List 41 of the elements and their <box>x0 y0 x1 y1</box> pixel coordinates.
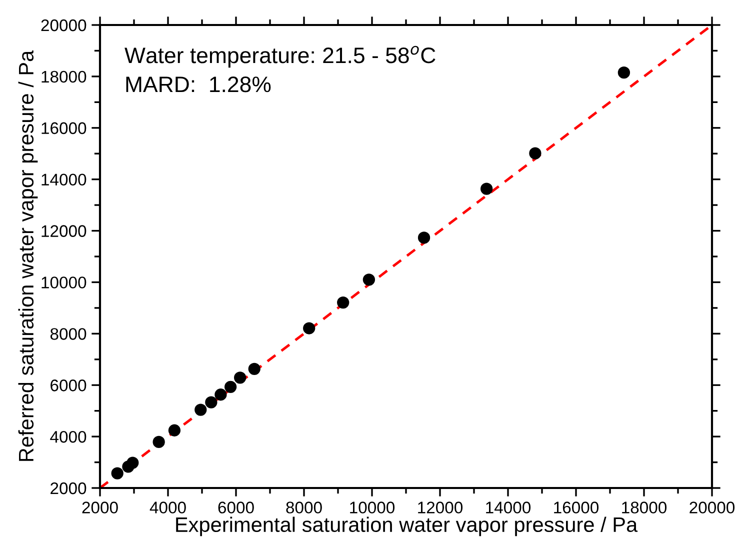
y-tick-label: 20000 <box>41 19 86 32</box>
point <box>337 296 350 309</box>
y-tick-label: 8000 <box>50 328 86 340</box>
point <box>224 380 237 393</box>
x-tick-label: 8000 <box>286 502 322 514</box>
point <box>303 322 316 334</box>
x-tick-label: 2000 <box>82 502 118 514</box>
point <box>480 182 493 195</box>
y-tick-label: 18000 <box>42 70 86 83</box>
point <box>152 436 165 448</box>
annotation: MARD: 1.28% <box>126 76 271 92</box>
annotation: Water temperature: 21.5 - 58$^{o}$C <box>124 46 436 68</box>
x-tick-label: 10000 <box>350 502 395 514</box>
point <box>248 362 260 375</box>
point <box>418 232 430 244</box>
point <box>111 467 124 480</box>
x-tick-label: 12000 <box>418 502 463 514</box>
y-tick-label: 16000 <box>42 122 86 134</box>
x-tick-label: 18000 <box>622 502 667 514</box>
x-tick-label: 16000 <box>554 502 599 514</box>
point <box>529 147 542 160</box>
point <box>194 404 207 416</box>
point <box>205 396 218 408</box>
y-tick-label: 14000 <box>42 174 86 186</box>
point <box>618 66 630 79</box>
y-tick-label: 4000 <box>50 430 86 443</box>
point <box>362 274 376 286</box>
x-tick-label: 20000 <box>690 502 735 514</box>
x-tick-label: 4000 <box>150 502 186 514</box>
x-tick-label: 14000 <box>486 502 531 514</box>
y-tick-label: 12000 <box>42 225 86 237</box>
point <box>168 424 181 436</box>
point <box>214 388 227 401</box>
point <box>126 456 139 469</box>
y-tick-label: 2000 <box>50 482 86 494</box>
x-tick-label: 6000 <box>218 502 254 514</box>
point <box>234 372 246 384</box>
y-tick-label: 10000 <box>42 276 86 288</box>
y-axis-title: Referred saturation water vapor presure / Pa <box>18 50 38 461</box>
x-axis-title: Experimental saturation water vapor pressure / Pa <box>176 516 638 536</box>
y-tick-label: 6000 <box>50 380 86 392</box>
